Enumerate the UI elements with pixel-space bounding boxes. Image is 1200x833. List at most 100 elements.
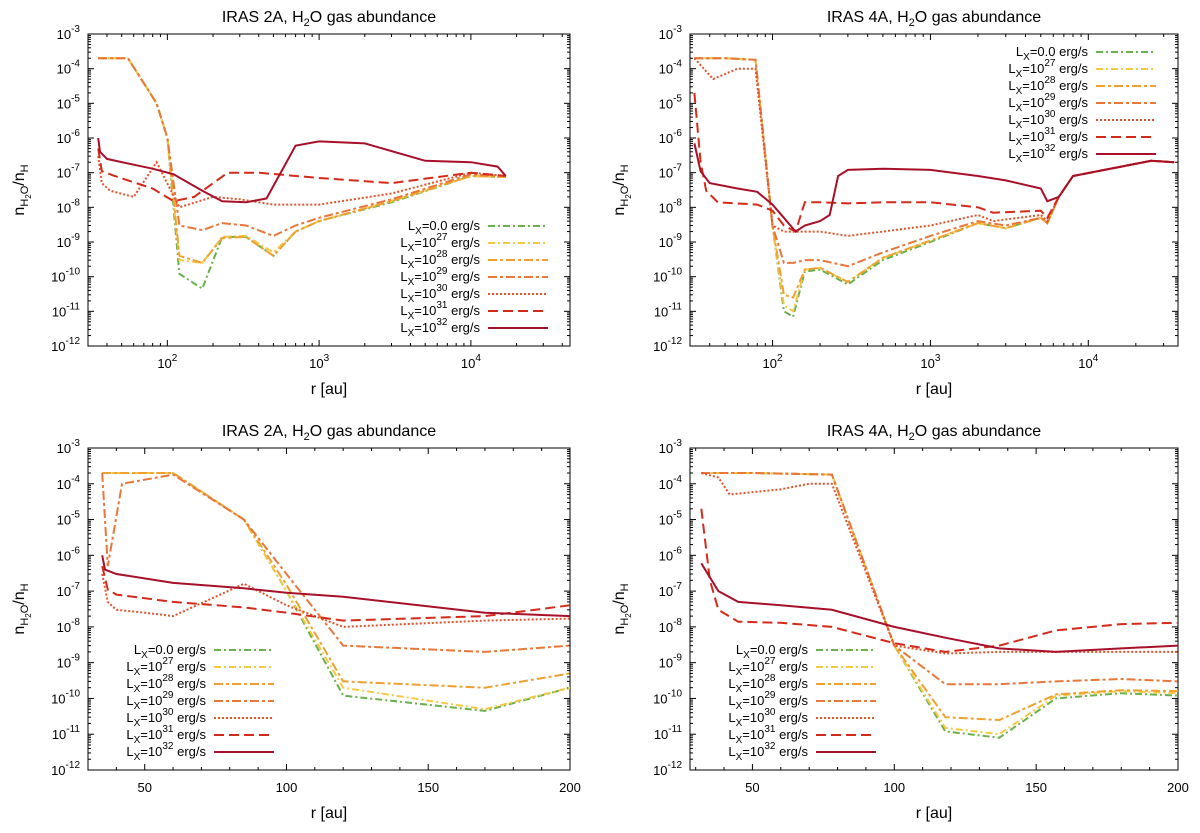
y-tick-label: 10-11 [52, 301, 81, 319]
series-line-3 [98, 57, 506, 237]
legend-label: LX=1032 erg/s [728, 741, 808, 763]
x-tick-label: 104 [1078, 353, 1098, 371]
chart-panel-3: IRAS 2A, H2O gas abundance 10-12 10-11 10-1… [0, 414, 600, 833]
chart-title: IRAS 2A, H2O gas abundance [222, 9, 436, 29]
y-tick-label: 10-11 [52, 724, 81, 742]
y-tick-label: 10-10 [653, 267, 682, 285]
y-tick-label: 10-5 [659, 510, 683, 528]
legend-label: LX=1032 erg/s [1008, 143, 1088, 165]
y-tick-label: 10-12 [51, 760, 80, 778]
legend: LX=0.0 erg/sLX=1027 erg/sLX=1028 erg/sLX… [1008, 44, 1156, 165]
series-line-3 [101, 472, 570, 653]
series-line-0 [694, 57, 1175, 319]
legend-label: LX=1031 erg/s [126, 724, 206, 746]
y-tick-label: 10-5 [57, 93, 81, 111]
legend-label: LX=1027 erg/s [400, 232, 480, 254]
y-tick-label: 10-3 [57, 438, 81, 456]
legend-label: LX=1029 erg/s [126, 690, 206, 712]
y-tick-label: 10-7 [659, 581, 683, 599]
x-tick-label: 104 [461, 353, 481, 371]
y-tick-label: 10-10 [51, 267, 80, 285]
legend-label: LX=1027 erg/s [126, 656, 206, 678]
x-tick-label: 103 [309, 353, 329, 371]
series-line-6 [693, 143, 1175, 233]
y-axis-label: nH2O/nH [11, 583, 33, 634]
chart-svg: IRAS 4A, H2O gas abundance 10-12 10-11 10-1… [611, 423, 1189, 822]
legend-label: LX=1032 erg/s [126, 741, 206, 763]
legend-label: LX=1028 erg/s [728, 673, 808, 695]
y-tick-label: 10-12 [653, 336, 682, 354]
series-line-2 [102, 472, 570, 689]
plot-frame [87, 33, 571, 347]
chart-panel-1: IRAS 2A, H2O gas abundance 10-12 10-11 10-1… [0, 0, 600, 419]
x-tick-label: 200 [559, 780, 581, 795]
legend-label: LX=1030 erg/s [400, 283, 480, 305]
legend-label: LX=1030 erg/s [728, 707, 808, 729]
legend-label: LX=1032 erg/s [400, 317, 480, 339]
y-tick-label: 10-7 [659, 163, 683, 181]
y-tick-label: 10-9 [57, 653, 81, 671]
legend: LX=0.0 erg/sLX=1027 erg/sLX=1028 erg/sLX… [126, 642, 274, 763]
y-tick-label: 10-10 [653, 688, 682, 706]
legend-label: LX=0.0 erg/s [134, 642, 207, 661]
x-tick-label: 50 [745, 780, 759, 795]
legend-label: LX=1031 erg/s [728, 724, 808, 746]
series-line-4 [97, 155, 506, 209]
y-tick-label: 10-5 [659, 93, 683, 111]
legend-label: LX=0.0 erg/s [736, 642, 809, 661]
x-tick-label: 150 [1025, 780, 1047, 795]
y-tick-label: 10-12 [51, 336, 80, 354]
legend-label: LX=1029 erg/s [728, 690, 808, 712]
y-tick-label: 10-11 [654, 301, 683, 319]
y-tick-label: 10-8 [57, 197, 81, 215]
legend: LX=0.0 erg/sLX=1027 erg/sLX=1028 erg/sLX… [400, 218, 548, 339]
legend-label: LX=1028 erg/s [126, 673, 206, 695]
series-line-6 [700, 562, 1178, 653]
legend-label: LX=1027 erg/s [728, 656, 808, 678]
y-tick-label: 10-6 [57, 128, 81, 146]
y-tick-label: 10-8 [659, 197, 683, 215]
chart-panel-2: IRAS 4A, H2O gas abundance 10-12 10-11 10-1… [600, 0, 1200, 419]
chart-title: IRAS 4A, H2O gas abundance [827, 423, 1041, 443]
legend-label: LX=1029 erg/s [1008, 92, 1088, 114]
y-tick-label: 10-8 [57, 617, 81, 635]
chart-title: IRAS 4A, H2O gas abundance [827, 9, 1041, 29]
y-tick-label: 10-3 [659, 24, 683, 42]
chart-svg: IRAS 4A, H2O gas abundance 10-12 10-11 10-1… [611, 9, 1179, 398]
x-tick-label: 100 [276, 780, 298, 795]
legend: LX=0.0 erg/sLX=1027 erg/sLX=1028 erg/sLX… [728, 642, 876, 763]
y-tick-label: 10-7 [57, 581, 81, 599]
series-line-4 [101, 573, 570, 628]
series-line-1 [102, 472, 570, 711]
legend-label: LX=0.0 erg/s [1016, 44, 1089, 63]
x-axis-label: r [au] [311, 381, 347, 398]
x-tick-label: 150 [417, 780, 439, 795]
y-tick-label: 10-7 [57, 163, 81, 181]
series-line-6 [97, 137, 507, 204]
series-line-3 [694, 57, 1175, 268]
plot-frame [87, 447, 571, 771]
y-tick-label: 10-4 [57, 59, 81, 77]
series-line-1 [694, 57, 1175, 313]
plot-frame [689, 447, 1179, 771]
y-tick-label: 10-9 [57, 232, 81, 250]
y-tick-label: 10-4 [57, 474, 81, 492]
chart-title: IRAS 2A, H2O gas abundance [222, 423, 436, 443]
y-tick-label: 10-12 [653, 760, 682, 778]
y-tick-label: 10-5 [57, 510, 81, 528]
y-tick-label: 10-9 [659, 232, 683, 250]
y-tick-label: 10-4 [659, 474, 683, 492]
chart-panel-4: IRAS 4A, H2O gas abundance 10-12 10-11 10-1… [600, 414, 1200, 833]
plot-frame [689, 33, 1179, 347]
series-line-3 [701, 472, 1178, 686]
x-tick-label: 50 [137, 780, 151, 795]
legend-label: LX=1027 erg/s [1008, 58, 1088, 80]
x-axis-label: r [au] [916, 381, 952, 398]
series-line-6 [101, 555, 570, 618]
legend-label: LX=0.0 erg/s [408, 218, 481, 237]
y-tick-label: 10-4 [659, 59, 683, 77]
x-tick-label: 200 [1167, 780, 1189, 795]
y-tick-label: 10-11 [654, 724, 683, 742]
y-tick-label: 10-9 [659, 653, 683, 671]
chart-svg: IRAS 2A, H2O gas abundance 10-12 10-11 10-1… [11, 9, 571, 398]
